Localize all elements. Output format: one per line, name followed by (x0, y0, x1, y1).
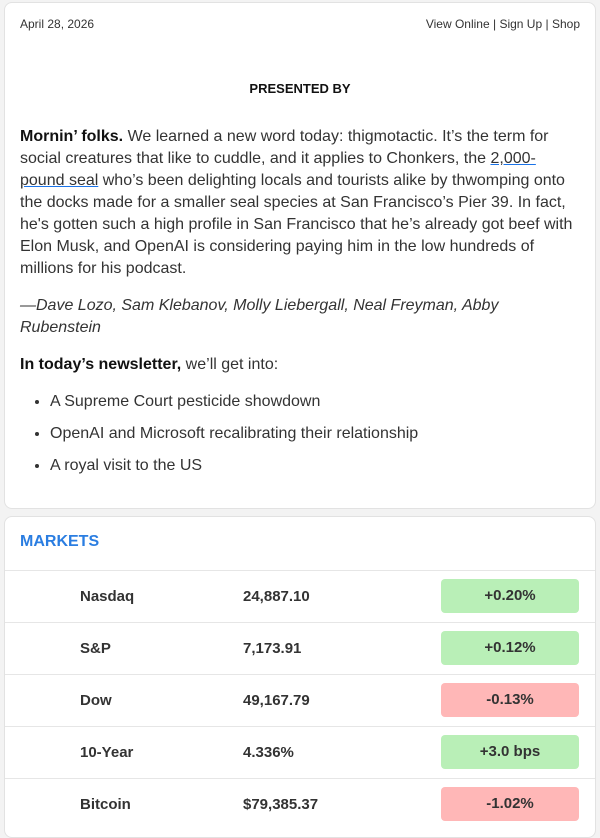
market-name: S&P (80, 640, 111, 657)
market-name: Dow (80, 692, 112, 709)
link[interactable]: Sign Up (499, 17, 543, 31)
intro: Mornin’ folks. We learned a new word tod… (20, 126, 580, 280)
separator: | (545, 17, 549, 31)
text: who’s been delighting locals and tourist… (20, 172, 573, 277)
link[interactable]: Shop (551, 17, 580, 31)
market-value: 49,167.79 (243, 692, 310, 709)
date: April 28, 2026 (20, 17, 95, 31)
market-name: Nasdaq (80, 588, 135, 605)
inline-link[interactable]: 2,000-pound seal (20, 150, 536, 189)
market-value: $79,385.37 (243, 796, 319, 813)
byline: —Dave Lozo, Sam Klebanov, Molly Lieberga… (20, 297, 499, 336)
market-change: +0.20% (441, 579, 579, 613)
greeting: Mornin’ folks. (20, 128, 124, 145)
topic-list: A Supreme Court pesticide showdown OpenAI… (20, 391, 580, 477)
markets-title: MARKETS (20, 533, 100, 550)
markets-card: MARKETS Nasdaq 24,887.10 +0.20% S&P 7,173.91… (4, 516, 596, 838)
market-change: +0.12% (441, 631, 579, 665)
market-value: 7,173.91 (243, 640, 302, 657)
header: April 28, 2026 View Online | Sign Up | S… (20, 17, 580, 31)
content: Mornin’ folks. We learned a new word tod… (20, 126, 580, 487)
market-change: -1.02% (441, 787, 579, 821)
market-value: 4.336% (243, 744, 294, 761)
presented-by: PRESENTED BY (249, 81, 351, 96)
market-row: Nasdaq 24,887.10 +0.20% (5, 570, 595, 623)
market-change: -0.13% (441, 683, 579, 717)
separator: | (492, 17, 497, 31)
topic: A Supreme Court pesticide showdown (50, 391, 580, 413)
intro-card: April 28, 2026 View Online | Sign Up | S… (4, 2, 596, 509)
text: We learned a new word today: thigmotacti… (20, 128, 549, 167)
market-row: S&P 7,173.91 +0.12% (5, 622, 595, 675)
market-change: +3.0 bps (441, 735, 579, 769)
today: In today’s newsletter, we’ll get into: (20, 354, 580, 376)
market-name: Bitcoin (80, 796, 131, 813)
topic: OpenAI and Microsoft recalibrating their… (50, 423, 580, 445)
market-row: Bitcoin $79,385.37 -1.02% (5, 778, 595, 831)
topic: A royal visit to the US (50, 455, 580, 477)
text: we’ll get into: (181, 356, 279, 373)
market-value: 24,887.10 (243, 588, 310, 605)
page: April 28, 2026 View Online | Sign Up | S… (0, 0, 600, 800)
link[interactable]: View Online (425, 17, 490, 31)
header-links: View Online | Sign Up | Shop (426, 17, 580, 31)
today-lead: In today’s newsletter, (20, 356, 182, 373)
market-name: 10-Year (80, 744, 134, 761)
market-row: 10-Year 4.336% +3.0 bps (5, 726, 595, 779)
market-row: Dow 49,167.79 -0.13% (5, 674, 595, 727)
